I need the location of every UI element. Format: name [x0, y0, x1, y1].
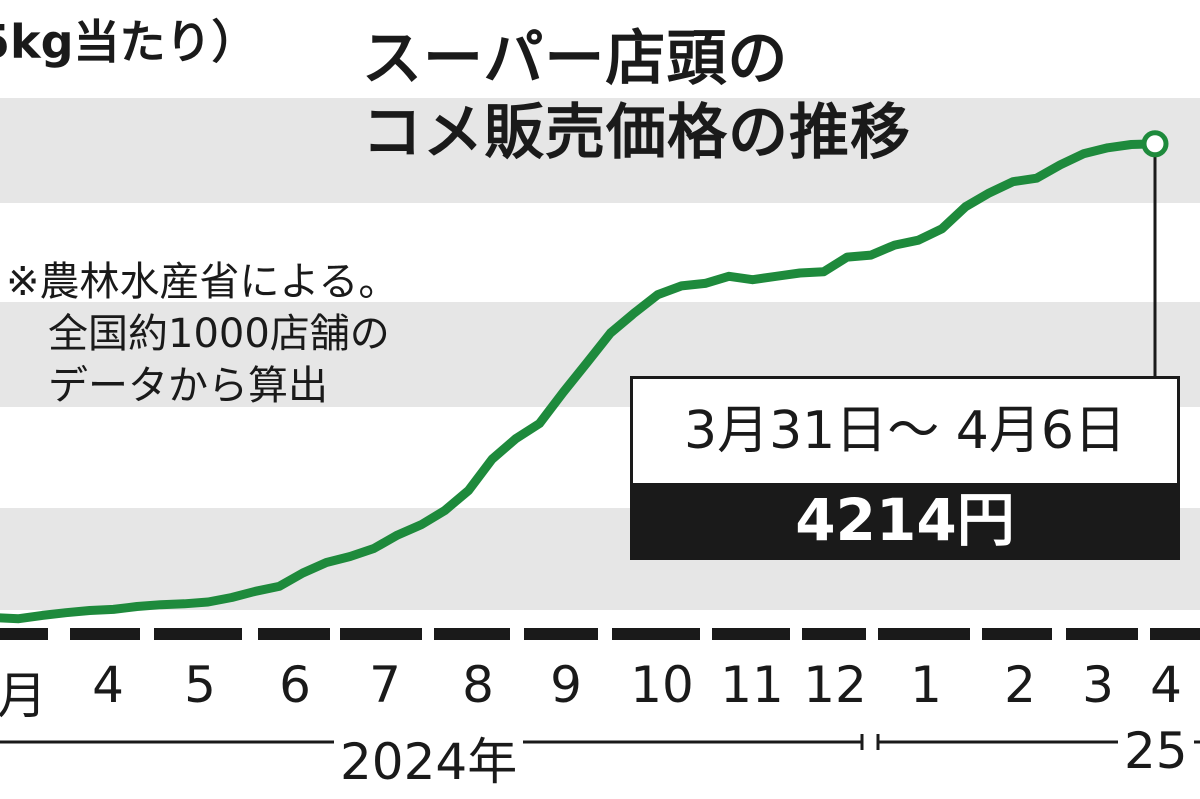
x-tick-label: 5 [184, 656, 216, 714]
x-tick-label: 4 [1150, 656, 1182, 714]
x-tick-label: 6 [279, 656, 311, 714]
chart-title-line-2: コメ販売価格の推移 [362, 98, 911, 168]
x-axis-segment [154, 628, 242, 640]
x-axis-segment [878, 628, 970, 640]
x-axis-segment [712, 628, 790, 640]
source-note: ※農林水産省による。 全国約1000店舗の データから算出 [6, 256, 398, 412]
price-series-line [0, 139, 1160, 624]
highlight-value: 4214円 [633, 483, 1177, 557]
x-tick-label: 4 [92, 656, 124, 714]
x-axis-segment [70, 628, 140, 640]
x-tick-label: 8 [462, 656, 494, 714]
unit-label: 5kg当たり） [0, 15, 258, 69]
source-note-line-1: ※農林水産省による。 [6, 259, 399, 305]
year-label-2025: 25 [1118, 722, 1194, 780]
x-axis-segment [1066, 628, 1138, 640]
highlight-callout: 3月31日～ 4月6日 4214円 [630, 376, 1180, 560]
source-note-line-3: データから算出 [48, 363, 328, 409]
year-label-2024: 2024年 [334, 722, 524, 794]
x-tick-label: 2 [1004, 656, 1036, 714]
x-tick-label: 10 [630, 656, 694, 714]
x-axis-segment [1150, 628, 1200, 640]
x-tick-label: 月 [0, 667, 47, 725]
x-tick-label: 1 [910, 656, 942, 714]
highlight-date: 3月31日～ 4月6日 [684, 401, 1126, 461]
x-axis-segment [802, 628, 866, 640]
x-axis-segment [434, 628, 510, 640]
x-tick-label: 12 [803, 656, 867, 714]
x-tick-label: 11 [720, 656, 784, 714]
x-axis-segment [612, 628, 700, 640]
x-axis-segment [524, 628, 598, 640]
source-note-line-2: 全国約1000店舗の [48, 311, 390, 357]
chart-title: スーパー店頭の コメ販売価格の推移 [362, 22, 911, 170]
x-axis-segment [0, 628, 48, 640]
x-tick-label: 7 [369, 656, 401, 714]
chart-title-line-1: スーパー店頭の [362, 24, 789, 94]
latest-point-marker [1141, 130, 1169, 158]
x-axis-segment [340, 628, 422, 640]
x-tick-label: 3 [1082, 656, 1114, 714]
x-axis-segment [258, 628, 330, 640]
x-tick-label: 9 [550, 656, 582, 714]
x-axis-segment [982, 628, 1052, 640]
